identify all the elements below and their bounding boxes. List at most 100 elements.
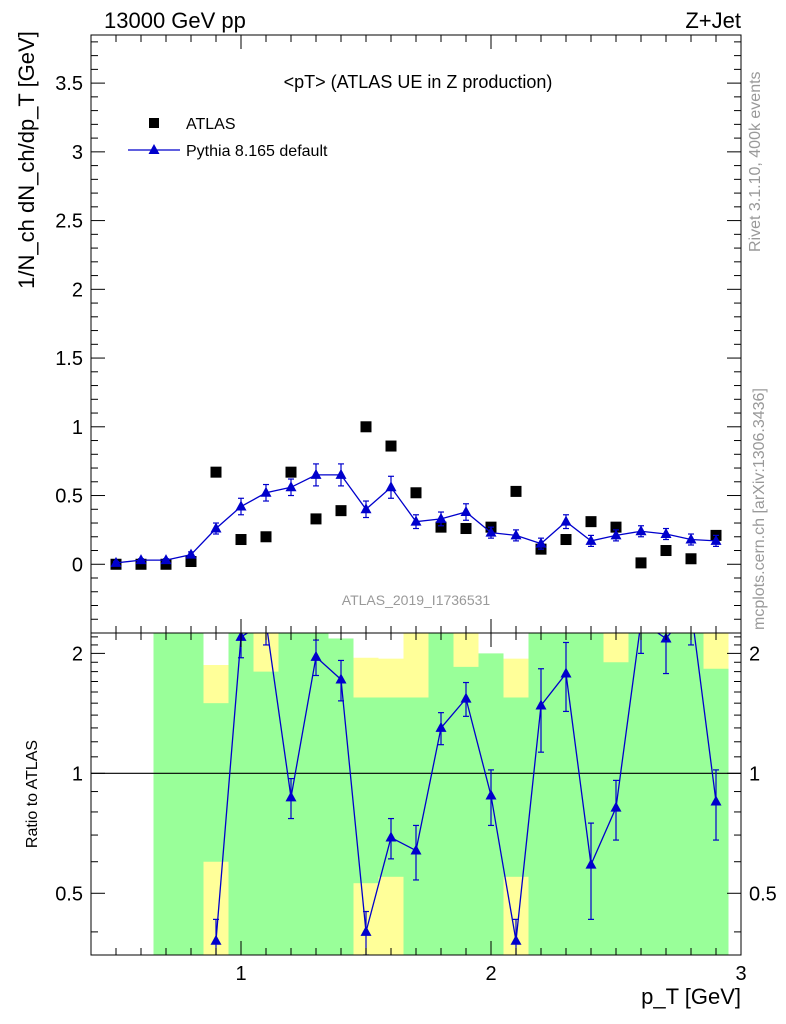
atlas-data-point (160, 558, 172, 570)
ratio-data-point (410, 844, 422, 855)
main-y-axis-label: 1/N_ch dN_ch/dp_T [GeV] (14, 31, 39, 289)
pythia-data-point (435, 512, 447, 523)
atlas-data-point (385, 440, 397, 452)
atlas-data-point (660, 545, 672, 557)
ratio-data-point (485, 789, 497, 800)
ratio-data-point (335, 673, 347, 684)
atlas-data-point (635, 557, 647, 569)
main-plot-title: <pT> (ATLAS UE in Z production) (284, 72, 553, 92)
ratio-y-tick-label: 2 (72, 643, 83, 665)
pythia-data-point (185, 548, 197, 559)
atlas-data-point (585, 516, 597, 528)
pythia-data-point (210, 522, 222, 533)
ratio-data-point (710, 795, 722, 806)
main-y-tick-label: 1.5 (55, 348, 83, 370)
atlas-data-point (185, 556, 197, 568)
atlas-data-point (360, 421, 372, 433)
ratio-data-point (460, 692, 472, 703)
uncertainty-band-green (678, 633, 704, 955)
ratio-data-point (261, 616, 272, 626)
pythia-data-point (285, 481, 297, 492)
legend-entry-pythia: Pythia 8.165 default (186, 143, 328, 160)
pythia-data-point (535, 537, 547, 548)
pythia-data-point (510, 529, 522, 540)
main-panel: 0 0.5 1 1.5 2 2.5 3 3.5 <pT> (ATLAS UE in Z pro… (14, 31, 742, 634)
ratio-y-tick-label-right: 1 (749, 763, 760, 785)
legend: ATLAS Pythia 8.165 default (128, 116, 328, 160)
uncertainty-band-green (153, 633, 179, 955)
ratio-data-point (310, 650, 322, 661)
atlas-data-point (210, 466, 222, 478)
uncertainty-band-green (503, 697, 529, 877)
ratio-data-point (535, 699, 547, 710)
atlas-data-point (335, 505, 347, 517)
header-right-label: Z+Jet (685, 8, 741, 33)
ratio-y-tick-label-right: 2 (749, 643, 760, 665)
ratio-y-tick-label: 0.5 (55, 883, 83, 905)
rivet-info-label: Rivet 3.1.10, 400k events (747, 71, 764, 252)
main-y-tick-label: 3 (72, 142, 83, 164)
pythia-data-point (335, 468, 347, 479)
atlas-data-point (235, 534, 247, 546)
atlas-data-point (510, 485, 522, 497)
legend-marker-atlas (149, 118, 159, 128)
ratio-data-point (510, 934, 522, 945)
atlas-data-point (610, 521, 622, 533)
main-y-tick-label: 2 (72, 279, 83, 301)
ratio-data-point (285, 791, 297, 802)
ratio-data-point (636, 616, 647, 626)
pythia-data-point (585, 534, 597, 545)
x-tick-label: 3 (735, 963, 746, 985)
ratio-y-axis-label: Ratio to ATLAS (24, 740, 41, 848)
pythia-data-point (710, 534, 722, 545)
ratio-y-tick-label-right: 0.5 (749, 883, 777, 905)
ratio-data-point (385, 831, 397, 842)
legend-entry-atlas: ATLAS (186, 116, 236, 133)
pythia-data-point (260, 486, 272, 497)
mcplots-info-label: mcplots.cern.ch [arXiv:1306.3436] (751, 388, 768, 630)
x-axis-label: p_T [GeV] (641, 984, 741, 1009)
main-y-tick-label: 2.5 (55, 211, 83, 233)
atlas-data-point (260, 531, 272, 543)
uncertainty-band-green (253, 671, 279, 955)
ratio-data-point (210, 934, 222, 945)
x-tick-label: 1 (235, 963, 246, 985)
ratio-data-point (435, 721, 447, 732)
atlas-data-point (410, 487, 422, 499)
atlas-data-point (435, 521, 447, 533)
header-left-label: 13000 GeV pp (104, 8, 246, 33)
pythia-data-point (560, 515, 572, 526)
atlas-data-point (460, 523, 472, 535)
analysis-id-label: ATLAS_2019_I1736531 (342, 592, 491, 608)
pythia-data-point (235, 500, 247, 511)
main-y-tick-label: 0.5 (55, 486, 83, 508)
pythia-data-point (360, 503, 372, 514)
uncertainty-band-green (228, 633, 254, 955)
ratio-data-point (610, 801, 622, 812)
pythia-data-point (610, 529, 622, 540)
ratio-data-point (686, 602, 697, 612)
atlas-data-point (285, 466, 297, 478)
pythia-data-point (310, 468, 322, 479)
pythia-data-point (110, 556, 122, 567)
ratio-data-point (360, 925, 372, 936)
legend-marker-pythia (148, 144, 160, 154)
uncertainty-band-green (653, 633, 679, 955)
uncertainty-band-green (628, 633, 654, 955)
uncertainty-band-green (428, 633, 454, 955)
pythia-data-point (485, 526, 497, 537)
pythia-data-point (385, 481, 397, 492)
main-y-tick-label: 3.5 (55, 73, 83, 95)
ratio-data-point (560, 667, 572, 678)
x-tick-label: 2 (485, 963, 496, 985)
uncertainty-band-green (303, 633, 329, 955)
ratio-data-point (585, 858, 597, 869)
atlas-data-point (310, 513, 322, 525)
main-y-tick-label: 0 (72, 554, 83, 576)
main-y-tick-label: 1 (72, 417, 83, 439)
band-gap (203, 633, 229, 650)
pythia-data-point (685, 533, 697, 544)
pythia-data-point (635, 525, 647, 536)
atlas-data-point (135, 558, 147, 570)
